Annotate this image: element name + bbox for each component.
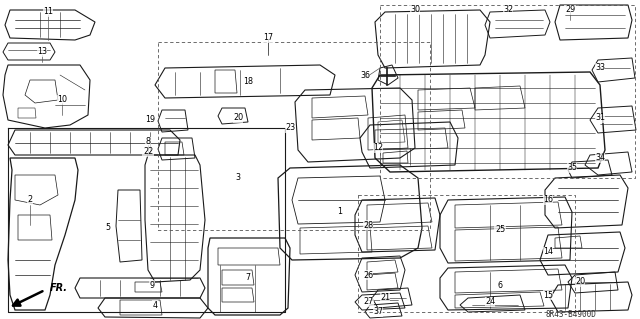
Text: 20: 20: [233, 114, 243, 122]
Text: 17: 17: [263, 33, 273, 42]
Text: 7: 7: [245, 273, 251, 283]
Text: 11: 11: [43, 8, 53, 17]
Text: 24: 24: [485, 298, 495, 307]
Text: 34: 34: [595, 153, 605, 162]
Text: 14: 14: [543, 248, 553, 256]
Text: 25: 25: [495, 226, 505, 234]
Text: 35: 35: [567, 164, 577, 173]
Text: 13: 13: [37, 48, 47, 56]
Text: 3: 3: [236, 174, 241, 182]
Text: 18: 18: [243, 78, 253, 86]
Text: 5: 5: [106, 224, 111, 233]
Text: 27: 27: [363, 298, 373, 307]
Text: 29: 29: [565, 5, 575, 14]
Text: 33: 33: [595, 63, 605, 72]
Text: 26: 26: [363, 271, 373, 279]
Text: 9: 9: [149, 280, 155, 290]
Text: 15: 15: [543, 291, 553, 300]
Text: 37: 37: [373, 308, 383, 316]
Text: 16: 16: [543, 196, 553, 204]
Text: 32: 32: [503, 5, 513, 14]
Text: 6: 6: [497, 280, 502, 290]
Text: 19: 19: [145, 115, 155, 124]
Text: 8R43-B4900D: 8R43-B4900D: [545, 310, 596, 319]
Text: 23: 23: [285, 123, 295, 132]
Text: 28: 28: [363, 220, 373, 229]
Text: 10: 10: [57, 95, 67, 105]
Text: 20: 20: [575, 278, 585, 286]
Text: 30: 30: [410, 5, 420, 14]
Text: 2: 2: [28, 196, 33, 204]
Text: 31: 31: [595, 114, 605, 122]
Text: 22: 22: [143, 147, 153, 157]
Text: 4: 4: [152, 300, 157, 309]
Text: 1: 1: [337, 207, 342, 217]
Text: FR.: FR.: [50, 283, 68, 293]
Text: 21: 21: [380, 293, 390, 302]
Text: 12: 12: [373, 144, 383, 152]
Text: 36: 36: [360, 70, 370, 79]
Text: 8: 8: [145, 137, 150, 146]
